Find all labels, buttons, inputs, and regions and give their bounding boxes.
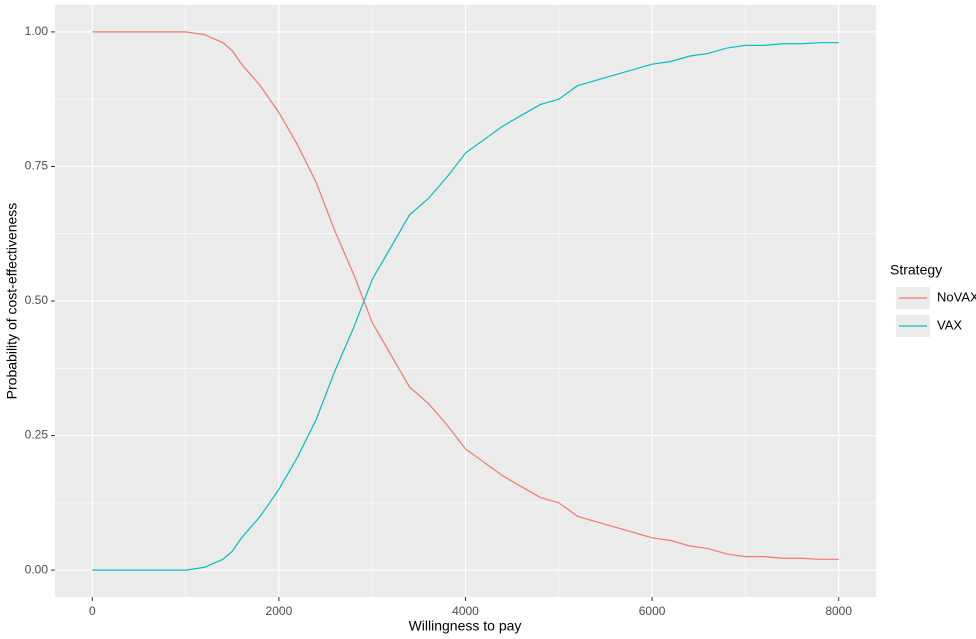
y-tick-label: 0.75 — [25, 159, 49, 173]
line-series — [92, 42, 839, 571]
y-tick-label: 1.00 — [25, 24, 49, 38]
x-tick-label: 4000 — [452, 604, 479, 618]
x-tick-label: 0 — [89, 604, 96, 618]
plot-area — [92, 31, 839, 571]
x-tick-label: 6000 — [639, 604, 666, 618]
x-tick-label: 2000 — [266, 604, 293, 618]
x-axis-title: Willingness to pay — [409, 618, 522, 634]
axes: 0 2000 4000 6000 8000 0.00 0.25 0.50 0.75 1.00 — [25, 24, 853, 618]
y-tick-label: 0.25 — [25, 428, 49, 442]
y-tick-label: 0.50 — [25, 293, 49, 307]
grid — [55, 5, 876, 597]
x-tick-label: 8000 — [825, 604, 852, 618]
legend-label: VAX — [937, 317, 962, 332]
legend: Strategy NoVAX VAX — [890, 262, 976, 337]
y-tick-label: 0.00 — [25, 562, 49, 576]
legend-title: Strategy — [890, 262, 942, 278]
legend-label: NoVAX — [937, 289, 976, 304]
y-axis-title: Probability of cost-effectiveness — [4, 203, 20, 400]
line-series — [92, 31, 839, 560]
